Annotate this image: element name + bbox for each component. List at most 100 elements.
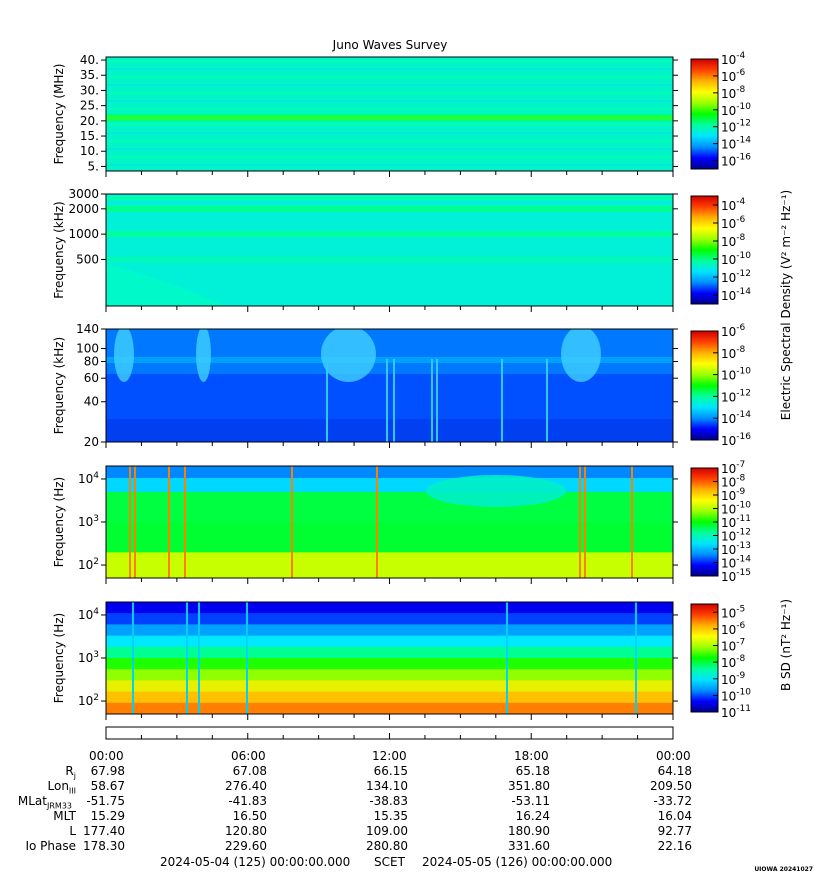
time-label-0: 00:00 [89,749,124,763]
colorbar-tick-label: 10-10 [721,251,751,267]
panel3-colorbar: 10-6 10-8 10-10 10-12 10-14 10-16 [690,323,751,448]
ytick-label: 5. [88,159,99,173]
credit: UIOWA 20241027 [754,866,813,873]
ephemeris-value: 67.08 [232,764,267,778]
footer-end: 2024-05-05 (126) 00:00:00.000 [422,855,613,869]
ephemeris-value: 178.30 [83,839,125,853]
colorbar-tick-label: 10-16 [721,153,751,169]
ytick-label: 100 [76,342,99,356]
ytick-label: 40 [84,395,99,409]
time-label-2: 12:00 [372,749,407,763]
colorbar-tick-label: 10-8 [721,654,746,670]
magnetic-colorbar-title: B SD (nT² Hz⁻¹) [779,599,793,691]
ytick-label: 2000 [68,202,99,216]
ephemeris-value: 351.80 [508,779,550,793]
ephemeris-row-label: Io Phase [25,839,76,853]
ephemeris-row-label: L [69,824,76,838]
ephemeris-row-label: MLatJRM33 [17,794,72,811]
time-axis [105,726,674,740]
ytick-label: 102 [78,557,99,572]
ephemeris-value: -53.11 [511,794,550,808]
colorbar-tick-label: 10-10 [721,687,751,703]
ephemeris-value: 120.80 [225,824,267,838]
ytick-label: 40. [80,53,99,67]
colorbar-tick-label: 10-14 [721,136,751,152]
ytick-label: 60 [84,371,99,385]
ephemeris-value: 229.60 [225,839,267,853]
figure-title: Juno Waves Survey [332,38,448,52]
colorbar-tick-label: 10-4 [721,51,746,67]
colorbar-tick-label: 10-10 [721,367,751,383]
ytick-label: 140 [76,322,99,336]
ephemeris-row-label: MLT [53,809,76,823]
ytick-label: 102 [78,693,99,708]
ylabel: Frequency (kHz) [52,201,66,298]
ephemeris-value: 58.67 [90,779,125,793]
panel4: 102 103 104 Frequency (Hz) [52,465,678,584]
colorbar-tick-label: 10-7 [721,638,745,654]
spectrogram-fill [106,194,673,306]
ytick-label: 1000 [68,227,99,241]
ephemeris-value: 16.50 [232,809,267,823]
ylabel: Frequency (Hz) [52,613,66,704]
panel2-colorbar: 10-4 10-6 10-8 10-10 10-12 10-14 [690,195,751,305]
colorbar-tick-label: 10-6 [721,68,746,84]
time-label-1: 06:00 [231,749,266,763]
ytick-label: 3000 [68,187,99,201]
ytick-label: 104 [78,471,99,486]
panel2-spectrogram [106,194,673,306]
footer-start: 2024-05-04 (125) 00:00:00.000 [160,855,351,869]
ytick-label: 103 [78,650,99,665]
ephemeris-row-label: LonIII [47,779,77,796]
ephemeris-value: 15.35 [373,809,408,823]
ytick-label: 30. [80,83,99,97]
colorbar-tick-label: 10-12 [721,269,751,285]
colorbar-tick-label: 10-4 [721,197,746,213]
ephemeris-value: -33.72 [653,794,692,808]
colorbar-tick-label: 10-6 [721,215,746,231]
ytick-label: 15. [80,129,99,143]
ylabel: Frequency (Hz) [52,477,66,568]
ytick-label: 25. [80,99,99,113]
panel4-spectrogram [106,466,673,578]
ytick-label: 10. [80,144,99,158]
time-label-3: 18:00 [514,749,549,763]
colorbar-tick-label: 10-6 [721,621,746,637]
colorbar-tick-label: 10-8 [721,85,746,101]
ytick-label: 20 [84,435,99,449]
colorbar-tick-label: 10-8 [721,233,746,249]
time-label-4: 00:00 [656,749,691,763]
panel4-colorbar: 10-710-810-910-1010-1110-1210-1310-1410-… [690,460,751,584]
panel5: 102 103 104 Frequency (Hz) [52,601,678,720]
ephemeris-value: -38.83 [369,794,408,808]
ytick-label: 500 [76,252,99,266]
ephemeris-value: 16.04 [657,809,692,823]
ephemeris-value: 15.29 [90,809,125,823]
ytick-label: 103 [78,514,99,529]
ephemeris-value: 180.90 [508,824,550,838]
colorbar-tick-label: 10-9 [721,671,746,687]
panel3-spectrogram [106,329,673,442]
ephemeris-value: 109.00 [366,824,408,838]
colorbar-tick-label: 10-12 [721,388,751,404]
ytick-label: 104 [78,607,99,622]
ytick-label: 20. [80,114,99,128]
ephemeris-value: 64.18 [657,764,692,778]
ephemeris-value: 16.24 [515,809,550,823]
ephemeris-value: -41.83 [228,794,267,808]
ylabel: Frequency (MHz) [52,64,66,165]
ephemeris-value: -51.75 [86,794,125,808]
ephemeris-value: 280.80 [366,839,408,853]
colorbar-tick-label: 10-12 [721,119,751,135]
footer-scet: SCET [374,855,405,869]
ylabel: Frequency (kHz) [52,337,66,434]
spectrogram-fill [106,602,673,615]
electric-colorbar-title: Electric Spectral Density (V² m⁻² Hz⁻¹) [779,190,793,420]
ytick-label: 80 [84,354,99,368]
ephemeris-value: 276.40 [225,779,267,793]
